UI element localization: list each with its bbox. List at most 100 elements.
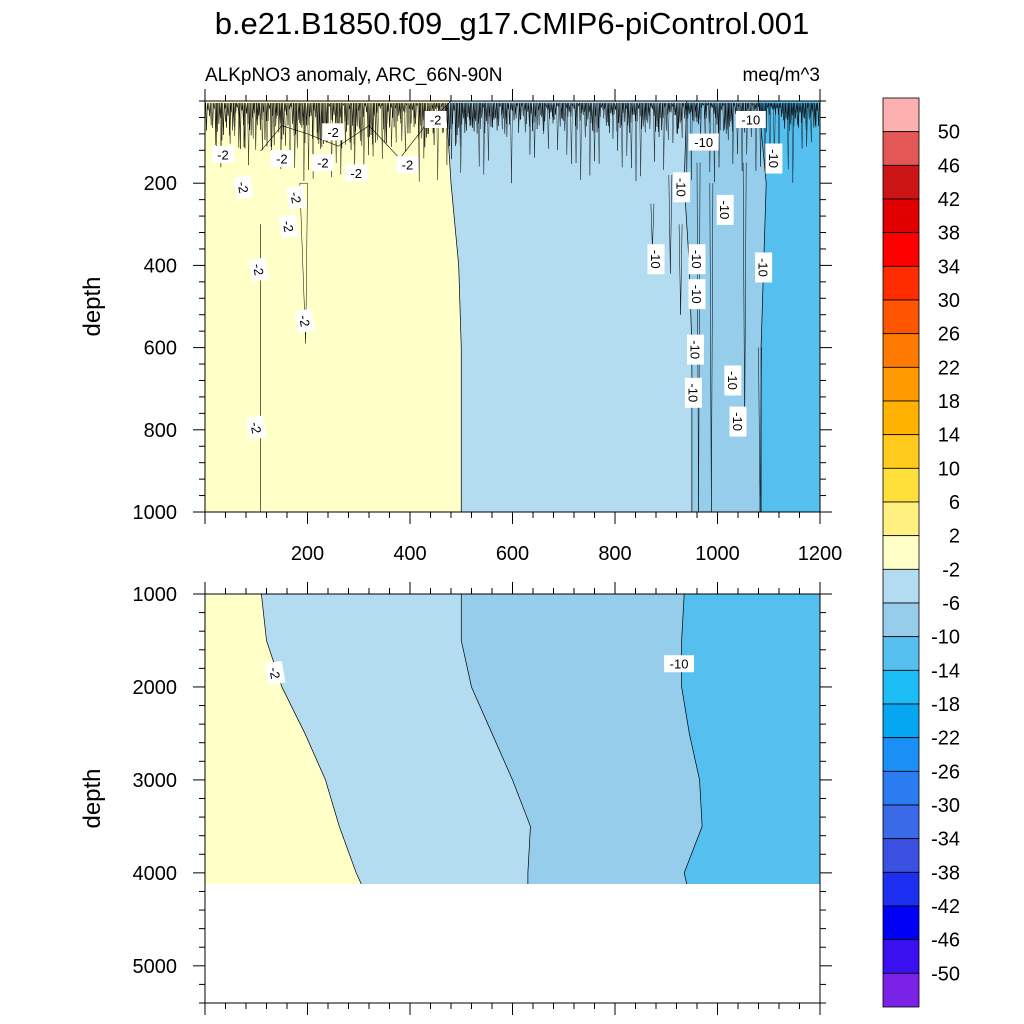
y-tick-label: 4000 (133, 863, 178, 885)
y-tick-label: 200 (144, 173, 177, 195)
colorbar-label: -34 (931, 829, 960, 851)
colorbar-swatch (882, 636, 920, 671)
colorbar-swatch (882, 737, 920, 772)
contour-label: -10 (664, 655, 695, 673)
contour-label: -2 (278, 214, 299, 239)
colorbar-swatch (882, 164, 920, 200)
upper-panel: -2 -2 -2 -2 -2 -2 -2 -2 -2 -2 -2 -2 -2 -10 -10 -10 -10 -1… (79, 89, 842, 565)
colorbar-swatch (882, 568, 920, 604)
colorbar-swatch (882, 669, 920, 705)
contour-label-box (755, 252, 773, 283)
contour-label-box (396, 156, 419, 174)
y-axis-label: depth (79, 768, 106, 828)
contour-label-box (765, 143, 783, 174)
panel-fill-upper: -2 -2 -2 -2 -2 -2 -2 -2 -2 -2 -2 -2 -2 -10 -10 -10 -10 -1… (205, 101, 820, 512)
colorbar-swatch (882, 602, 920, 638)
contour-label: -10 (755, 252, 773, 283)
colorbar-swatch (882, 467, 920, 503)
contour-label-box (424, 110, 447, 128)
colorbar: 50 46 42 38 34 30 26 22 18 14 10 6 2 -2 -6 -10 -14 -18 -22… (882, 97, 960, 1008)
contour-label-text: -10 (730, 412, 745, 431)
contour-label-box (647, 244, 665, 275)
contour-label: -2 (211, 145, 234, 163)
contour-label-box (211, 145, 234, 163)
contour-label-text: -10 (689, 250, 704, 269)
colorbar-label: 14 (938, 425, 960, 447)
x-tick-label: 200 (291, 543, 324, 565)
contour-label-box (233, 175, 254, 200)
yellow-left-band (205, 101, 261, 512)
contour-label-box (345, 164, 368, 182)
contour-label: -2 (245, 415, 267, 441)
colorbar-label: -50 (931, 963, 960, 985)
y-axis-label: depth (79, 276, 106, 336)
lower-panel: -2 -10 1000 2000 3000 4000 5000 depth (79, 582, 832, 1015)
colorbar-label: -14 (931, 660, 960, 682)
contour-label: -10 (729, 406, 747, 437)
y-tick-label: 1000 (133, 502, 178, 524)
right-subtitle: meq/m^3 (742, 65, 820, 86)
contour-label-text: -2 (402, 158, 414, 173)
x-tick-label: 400 (393, 543, 426, 565)
colorbar-swatch (882, 265, 920, 301)
colorbar-label: 22 (938, 357, 960, 379)
y-tick-label: 400 (144, 255, 177, 277)
contour-label-box (729, 406, 747, 437)
contour-label-text: -2 (327, 125, 339, 140)
contour-label-text: -10 (741, 112, 760, 127)
contour-label-text: -2 (317, 156, 329, 171)
contour-label-box (716, 194, 734, 225)
colorbar-label: -6 (942, 593, 960, 615)
colorbar-swatch (882, 939, 920, 974)
contour-label: -2 (311, 154, 334, 172)
colorbar-swatch (882, 299, 920, 335)
colorbar-label: 26 (938, 324, 960, 346)
contour-label: -10 (688, 133, 719, 151)
colorbar-swatch (882, 838, 920, 873)
x-tick-label: 800 (598, 543, 631, 565)
colorbar-swatch (882, 501, 920, 537)
contour-label-text: -10 (674, 178, 689, 197)
contour-label-box (264, 660, 286, 686)
contour-label: -2 (294, 308, 316, 334)
colorbar-swatch (882, 198, 920, 234)
contour-label-box (322, 123, 345, 141)
contour-label-box (294, 308, 316, 334)
y-tick-label: 800 (144, 420, 177, 442)
colorbar-swatch (882, 232, 920, 267)
contour-line (460, 594, 531, 885)
y-tick-label: 2000 (133, 677, 178, 699)
x-tick-label: 1200 (798, 543, 843, 565)
contour-label: -2 (396, 156, 419, 174)
colorbar-swatch (882, 770, 920, 806)
colorbar-swatch (882, 333, 920, 368)
contour-label-box (248, 257, 270, 282)
contour-label-text: -2 (350, 166, 362, 181)
panel-fill-lower: -2 -10 (205, 594, 820, 885)
contour-label-text: -2 (280, 219, 297, 233)
contour-label-box (278, 214, 299, 239)
contour-label-box (270, 150, 293, 168)
region-fill-2-to-2-yellow- (205, 594, 362, 885)
contour-label-box (664, 655, 695, 673)
contour-label-text: -2 (217, 147, 229, 162)
contour-label: -2 (233, 175, 254, 200)
contour-label: -10 (688, 244, 706, 275)
y-tick-label: 600 (144, 338, 177, 360)
left-subtitle: ALKpNO3 anomaly, ARC_66N-90N (205, 65, 502, 86)
contour-label-text: -2 (430, 112, 442, 127)
contour-line (261, 594, 362, 885)
contour-label-box (684, 377, 702, 408)
colorbar-label: 10 (938, 458, 960, 480)
contour-label: -2 (248, 257, 270, 282)
contour-label: -10 (716, 194, 734, 225)
contour-label-text: -10 (756, 258, 771, 277)
contour-label-text: -10 (689, 285, 704, 304)
contour-label: -10 (647, 244, 665, 275)
colorbar-label: -38 (931, 862, 960, 884)
contour-label-box (688, 133, 719, 151)
contour-label: -2 (322, 123, 345, 141)
colorbar-swatch (882, 905, 920, 941)
colorbar-label: 34 (938, 256, 960, 278)
